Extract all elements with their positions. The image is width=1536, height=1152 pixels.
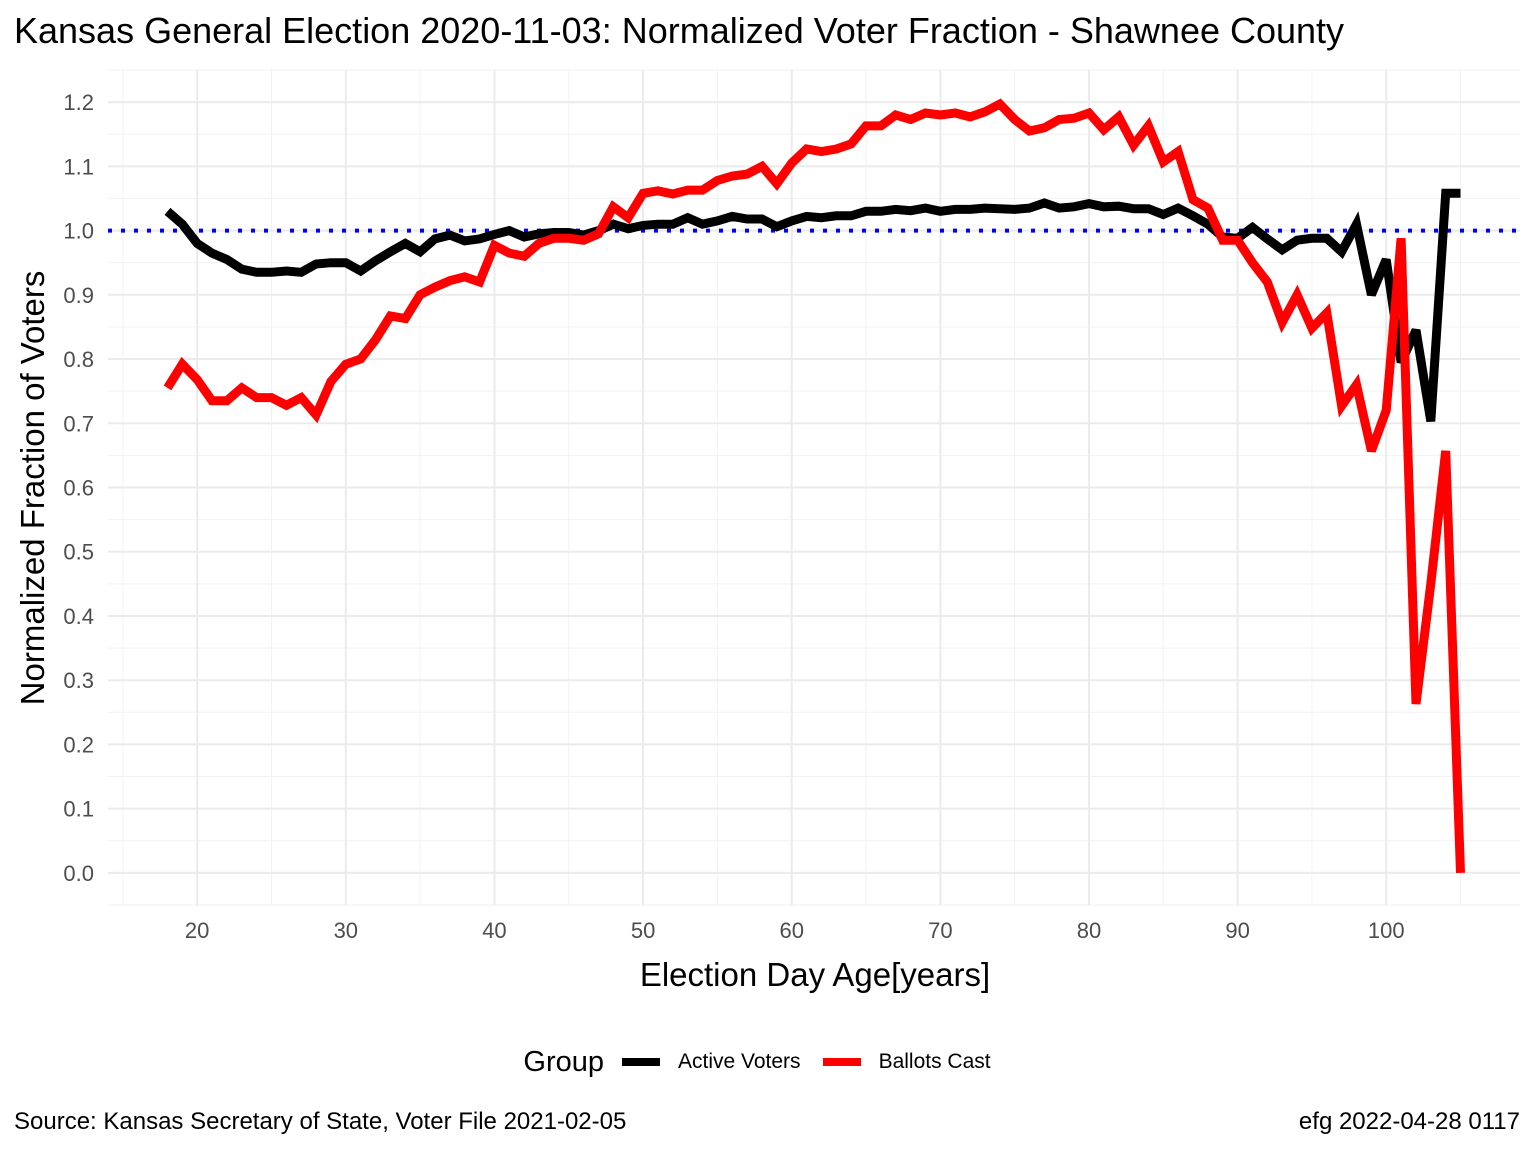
series-layer xyxy=(163,98,1465,874)
y-tick-label: 1.1 xyxy=(63,154,94,179)
y-tick-label: 0.1 xyxy=(63,797,94,822)
x-tick-label: 20 xyxy=(185,918,209,943)
y-tick-label: 1.2 xyxy=(63,90,94,115)
legend-label-active-voters: Active Voters xyxy=(678,1050,801,1073)
y-tick-label: 0.7 xyxy=(63,411,94,436)
legend: Group Active Voters Ballots Cast xyxy=(0,1042,1536,1082)
y-tick-label: 1.0 xyxy=(63,219,94,244)
legend-key-ballots-cast xyxy=(822,1058,861,1066)
legend-label-ballots-cast: Ballots Cast xyxy=(878,1050,991,1073)
x-tick-label: 90 xyxy=(1225,918,1249,943)
x-tick-label: 30 xyxy=(334,918,358,943)
x-tick-label: 60 xyxy=(779,918,803,943)
chart-title: Kansas General Election 2020-11-03: Norm… xyxy=(14,10,1345,51)
y-tick-label: 0.8 xyxy=(63,347,94,372)
y-tick-label: 0.3 xyxy=(63,668,94,693)
y-tick-label: 0.4 xyxy=(63,604,94,629)
series-line-ballots-cast xyxy=(163,98,1465,874)
y-axis-title: Normalized Fraction of Voters xyxy=(14,271,51,706)
tick-label-layer: 20 30 40 50 60 70 80 90 100 0.0 0.1 0.2 0.3 0.4 0.5 0.6… xyxy=(63,90,1404,943)
legend-key-active-voters xyxy=(622,1058,660,1066)
y-tick-label: 0.0 xyxy=(63,861,94,886)
x-tick-label: 80 xyxy=(1077,918,1101,943)
x-tick-label: 40 xyxy=(482,918,506,943)
y-tick-label: 0.9 xyxy=(63,283,94,308)
y-tick-label: 0.5 xyxy=(63,540,94,565)
x-tick-label: 100 xyxy=(1368,918,1405,943)
y-tick-label: 0.6 xyxy=(63,476,94,501)
x-tick-label: 50 xyxy=(631,918,655,943)
legend-title: Group xyxy=(523,1045,604,1078)
legend-item-active-voters: Active Voters xyxy=(622,1050,801,1074)
y-tick-label: 0.2 xyxy=(63,732,94,757)
source-caption: Source: Kansas Secretary of State, Voter… xyxy=(14,1108,627,1135)
series-line-active-voters xyxy=(164,188,1461,423)
x-tick-label: 70 xyxy=(928,918,952,943)
grid-layer xyxy=(108,69,1520,906)
legend-item-ballots-cast: Ballots Cast xyxy=(822,1050,991,1074)
author-caption: efg 2022-04-28 0117 xyxy=(1298,1108,1520,1135)
x-axis-title: Election Day Age[years] xyxy=(640,956,990,993)
